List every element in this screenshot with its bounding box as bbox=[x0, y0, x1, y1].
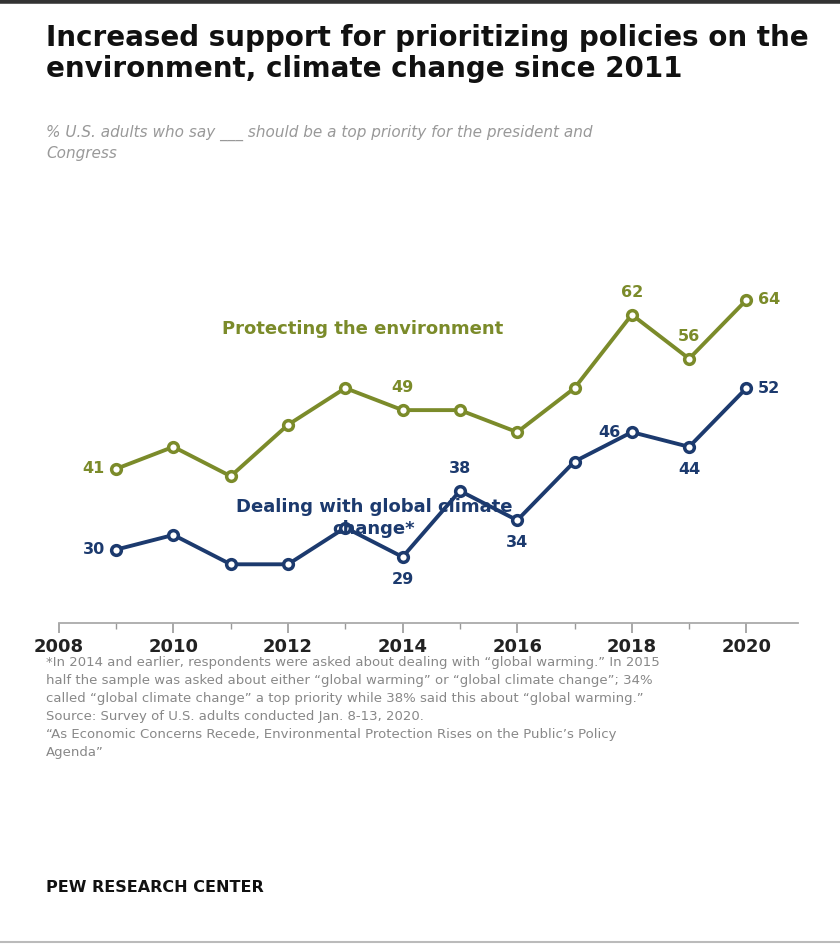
Text: 52: 52 bbox=[758, 380, 780, 396]
Text: 41: 41 bbox=[82, 462, 105, 477]
Text: 56: 56 bbox=[678, 329, 701, 344]
Text: PEW RESEARCH CENTER: PEW RESEARCH CENTER bbox=[46, 880, 264, 895]
Text: 49: 49 bbox=[391, 380, 414, 396]
Text: 62: 62 bbox=[621, 285, 643, 300]
Text: 29: 29 bbox=[391, 572, 414, 586]
Text: *In 2014 and earlier, respondents were asked about dealing with “global warming.: *In 2014 and earlier, respondents were a… bbox=[46, 656, 660, 759]
Text: Increased support for prioritizing policies on the
environment, climate change s: Increased support for prioritizing polic… bbox=[46, 24, 809, 83]
Text: 38: 38 bbox=[449, 462, 471, 476]
Text: 64: 64 bbox=[758, 293, 780, 308]
Text: 34: 34 bbox=[506, 535, 528, 550]
Text: 30: 30 bbox=[82, 542, 105, 557]
Text: 44: 44 bbox=[678, 462, 701, 477]
Text: Dealing with global climate
change*: Dealing with global climate change* bbox=[236, 498, 512, 538]
Text: % U.S. adults who say ___ should be a top priority for the president and
Congres: % U.S. adults who say ___ should be a to… bbox=[46, 125, 593, 160]
Text: 46: 46 bbox=[598, 425, 621, 440]
Text: Protecting the environment: Protecting the environment bbox=[222, 320, 503, 338]
